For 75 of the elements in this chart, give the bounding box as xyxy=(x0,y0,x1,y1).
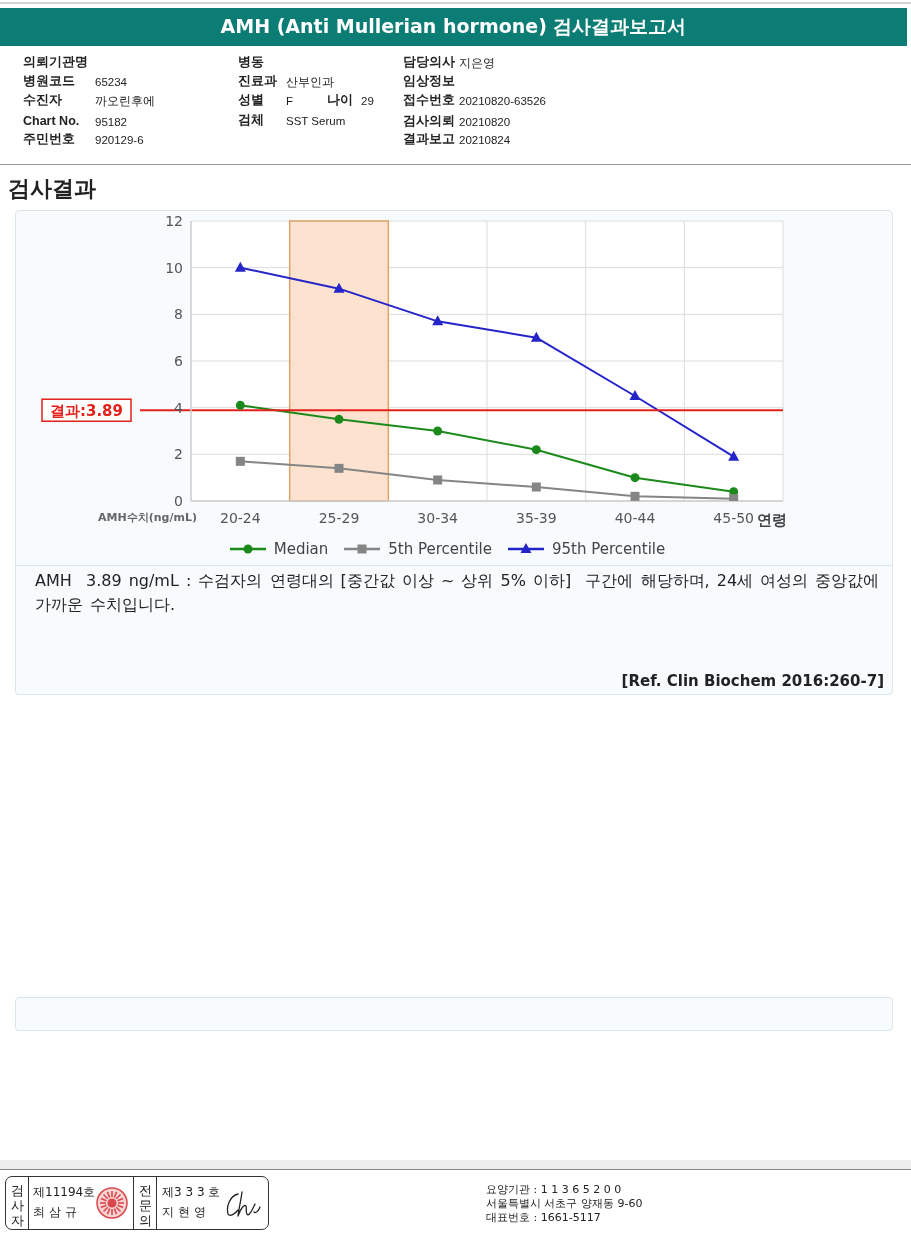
text: 지은영 xyxy=(459,56,495,71)
y-tick-label: 2 xyxy=(174,446,183,463)
text: 서울특별시 서초구 양재동 9-60 xyxy=(486,1197,643,1211)
point xyxy=(334,463,344,473)
text: 65234 xyxy=(95,75,127,90)
text: 20210824 xyxy=(459,133,511,148)
chart-subtitle: 검사결과 xyxy=(8,175,96,203)
text: 최 삼 규 xyxy=(33,1205,77,1220)
text: 임상정보 xyxy=(403,74,455,90)
text: 수진자 xyxy=(23,93,62,109)
point xyxy=(433,475,443,485)
text: Chart No. xyxy=(23,114,80,130)
text: 병원코드 xyxy=(23,74,75,90)
x-tick-label: 40-44 xyxy=(614,509,656,526)
point xyxy=(728,450,740,461)
x-tick-label: 30-34 xyxy=(417,509,459,526)
chart-title: AMH (Anti Mullerian hormone) 검사결과보고서 xyxy=(220,14,687,39)
text: 진료과 xyxy=(238,74,277,90)
point xyxy=(334,414,344,424)
text: 29 xyxy=(361,94,374,109)
point xyxy=(531,482,541,492)
text: 담당의사 xyxy=(403,55,455,71)
text: SST Serum xyxy=(286,114,346,129)
point xyxy=(530,331,542,342)
point xyxy=(630,491,640,501)
x-tick-label: 45-50 xyxy=(713,509,755,526)
legend-label: 5th Percentile xyxy=(388,540,493,558)
point xyxy=(729,494,739,501)
legend-label: 95th Percentile xyxy=(552,540,666,558)
text: 주민번호 xyxy=(23,132,75,148)
text: 요양기관 : 1 1 3 6 5 2 0 0 xyxy=(486,1183,622,1197)
text: 20210820 xyxy=(459,115,511,130)
y-axis-title: AMH수치(ng/mL) xyxy=(98,510,197,525)
text: 검사자 xyxy=(10,1183,24,1228)
text: [Ref. Clin Biochem 2016:260-7] xyxy=(621,672,884,690)
text: 지 현 영 xyxy=(162,1205,206,1220)
y-tick-label: 6 xyxy=(174,352,184,369)
text: 20210820-63526 xyxy=(459,94,546,109)
text: AMH 3.89 ng/mL : 수검자의 연령대의 [중간값 이상 ~ 상위 5% 이하] 구간에 해당하며, 24세 여성의 중앙값에 가까운 수치입니다. xyxy=(35,570,881,616)
text: 95182 xyxy=(95,115,127,130)
x-tick-label: 25-29 xyxy=(318,509,360,526)
x-tick-label: 35-39 xyxy=(515,509,557,526)
text: 접수번호 xyxy=(403,93,455,109)
y-tick-label: 8 xyxy=(174,306,183,323)
text: 대표번호 : 1661-5117 xyxy=(486,1211,601,1225)
text: 결과보고 xyxy=(403,132,455,148)
y-tick-label: 12 xyxy=(165,212,183,229)
text: 제3 3 3 호 xyxy=(162,1185,221,1200)
text: 제11194호 xyxy=(33,1185,96,1200)
point xyxy=(432,315,444,326)
ref-line-label: 결과:3.89 xyxy=(49,401,124,420)
point xyxy=(235,456,245,466)
text: 의뢰기관명 xyxy=(23,55,88,71)
y-tick-label: 0 xyxy=(174,492,183,509)
point xyxy=(629,390,641,400)
text: 전문의 xyxy=(138,1183,152,1228)
text: 나이 xyxy=(327,93,353,109)
point xyxy=(630,473,640,483)
x-axis-title: 연령 xyxy=(757,511,787,530)
text: 검사의뢰 xyxy=(403,114,455,130)
x-tick-label: 20-24 xyxy=(219,509,261,526)
text: 산부인과 xyxy=(286,75,334,90)
text: 병동 xyxy=(238,55,264,71)
point xyxy=(433,426,443,436)
point xyxy=(234,261,246,272)
legend-label: Median xyxy=(273,540,329,558)
point xyxy=(531,445,541,455)
text: 성별 xyxy=(238,93,264,109)
text: 검체 xyxy=(238,113,264,129)
text: F xyxy=(286,94,294,109)
point xyxy=(235,400,245,410)
text: 920129-6 xyxy=(95,133,144,148)
text: 까오린후에 xyxy=(95,94,155,109)
point xyxy=(333,282,345,293)
y-tick-label: 10 xyxy=(165,259,183,276)
